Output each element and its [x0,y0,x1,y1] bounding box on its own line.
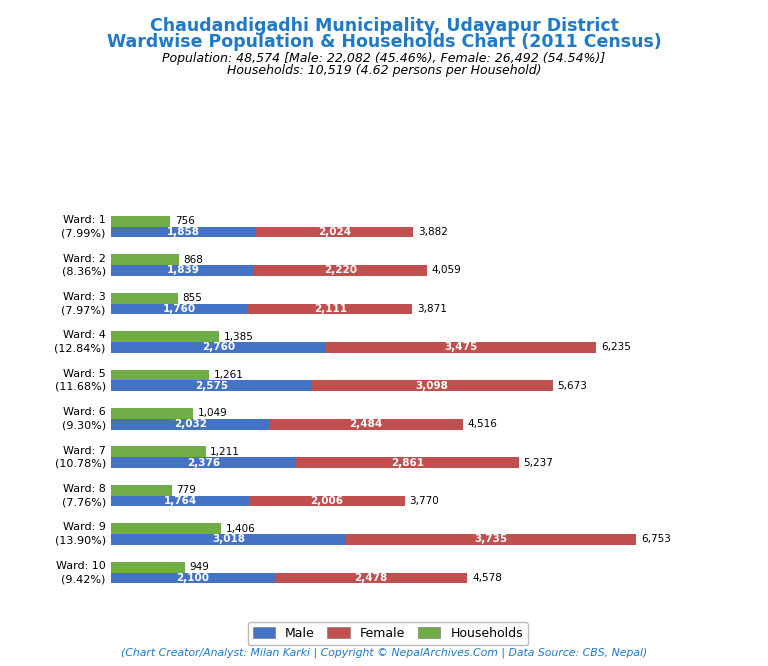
Text: 4,578: 4,578 [472,573,502,583]
Text: (Chart Creator/Analyst: Milan Karki | Copyright © NepalArchives.Com | Data Sourc: (Chart Creator/Analyst: Milan Karki | Co… [121,647,647,658]
Text: 1,760: 1,760 [164,304,197,314]
Text: 3,770: 3,770 [409,496,439,506]
Text: 2,220: 2,220 [324,266,357,276]
Bar [346,534,637,545]
Text: 5,673: 5,673 [557,381,587,391]
Bar [111,458,296,468]
Bar [111,380,312,391]
Bar [111,561,185,573]
Text: 3,735: 3,735 [475,534,508,545]
Text: 6,235: 6,235 [601,342,631,352]
Bar [296,458,518,468]
Text: 5,237: 5,237 [523,458,553,468]
Bar [111,485,172,496]
Text: 1,261: 1,261 [214,370,244,380]
Bar [111,226,256,238]
Bar [111,446,206,458]
Bar [111,265,254,276]
Bar [111,419,270,430]
Bar [111,342,326,353]
Bar [312,380,552,391]
Text: 779: 779 [177,486,197,496]
Text: 2,006: 2,006 [310,496,343,506]
Bar [111,573,275,583]
Text: 756: 756 [175,216,195,226]
Text: 949: 949 [190,562,210,572]
Text: 2,024: 2,024 [318,227,351,237]
Bar [256,226,413,238]
Text: 868: 868 [184,254,204,265]
Text: 1,049: 1,049 [197,408,227,418]
Text: 2,484: 2,484 [349,419,382,429]
Text: Population: 48,574 [Male: 22,082 (45.46%), Female: 26,492 (54.54%)]: Population: 48,574 [Male: 22,082 (45.46%… [162,52,606,65]
Text: 3,018: 3,018 [212,534,245,545]
Bar [254,265,427,276]
Text: 2,100: 2,100 [177,573,210,583]
Bar [111,304,248,314]
Text: 2,111: 2,111 [314,304,347,314]
Text: 4,516: 4,516 [467,419,497,429]
Text: 1,406: 1,406 [225,523,255,533]
Text: 6,753: 6,753 [641,534,671,545]
Bar [326,342,596,353]
Text: 1,764: 1,764 [164,496,197,506]
Bar [111,408,193,419]
Text: 3,882: 3,882 [418,227,448,237]
Text: 3,871: 3,871 [417,304,447,314]
Text: Households: 10,519 (4.62 persons per Household): Households: 10,519 (4.62 persons per Hou… [227,64,541,77]
Text: 3,475: 3,475 [445,342,478,352]
Bar [111,254,179,265]
Text: 2,760: 2,760 [202,342,235,352]
Legend: Male, Female, Households: Male, Female, Households [248,622,528,645]
Text: Wardwise Population & Households Chart (2011 Census): Wardwise Population & Households Chart (… [107,33,661,51]
Text: 2,032: 2,032 [174,419,207,429]
Bar [111,534,346,545]
Bar [249,496,405,506]
Text: 2,376: 2,376 [187,458,220,468]
Text: 2,478: 2,478 [354,573,388,583]
Text: 1,858: 1,858 [167,227,200,237]
Text: 4,059: 4,059 [432,266,462,276]
Bar [111,496,249,506]
Text: 3,098: 3,098 [415,381,449,391]
Bar [270,419,462,430]
Bar [111,331,219,342]
Text: 2,861: 2,861 [391,458,424,468]
Bar [111,216,170,226]
Bar [111,523,220,534]
Bar [248,304,412,314]
Text: Chaudandigadhi Municipality, Udayapur District: Chaudandigadhi Municipality, Udayapur Di… [150,17,618,35]
Text: 855: 855 [183,293,203,303]
Text: 2,575: 2,575 [195,381,228,391]
Text: 1,385: 1,385 [223,332,253,342]
Bar [111,370,210,380]
Text: 1,839: 1,839 [167,266,200,276]
Text: 1,211: 1,211 [210,447,240,457]
Bar [111,293,178,304]
Bar [275,573,468,583]
